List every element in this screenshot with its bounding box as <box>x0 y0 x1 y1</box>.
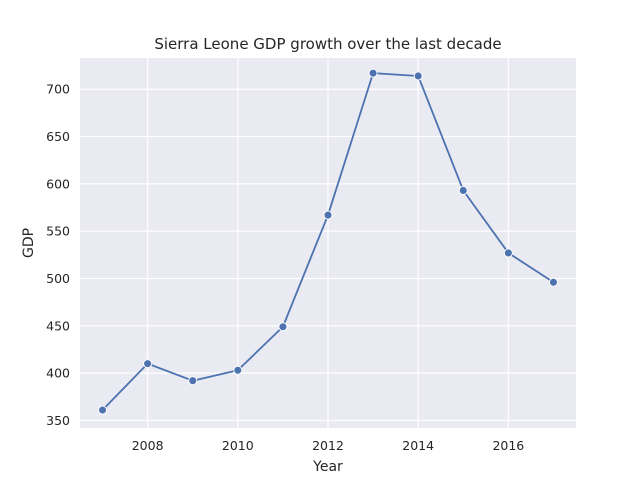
y-tick-label: 500 <box>46 271 70 286</box>
data-point <box>549 277 558 287</box>
data-point <box>323 210 333 220</box>
y-axis-label: GDP <box>21 228 37 258</box>
x-tick-label: 2008 <box>132 438 164 453</box>
data-point <box>233 365 243 375</box>
y-tick-label: 600 <box>46 176 70 191</box>
y-tick-label: 700 <box>46 82 70 97</box>
x-tick-label: 2012 <box>312 438 344 453</box>
y-tick-label: 450 <box>46 318 70 333</box>
data-point <box>188 376 198 386</box>
data-point <box>143 359 153 369</box>
x-tick-label: 2014 <box>402 438 434 453</box>
x-axis-label: Year <box>312 459 343 475</box>
series-layer <box>98 68 558 415</box>
data-point <box>278 322 288 332</box>
data-point <box>368 68 378 78</box>
data-point <box>413 71 423 81</box>
tick-labels: 350 400 450 500 550 600 650 700 2008 2010 2012 2014… <box>46 82 524 453</box>
data-point <box>98 405 107 415</box>
y-tick-label: 400 <box>46 366 70 381</box>
y-tick-label: 550 <box>46 224 70 239</box>
x-tick-label: 2010 <box>222 438 254 453</box>
y-tick-label: 650 <box>46 129 70 144</box>
data-point <box>458 186 468 195</box>
chart-title: Sierra Leone GDP growth over the last de… <box>154 35 501 53</box>
x-tick-label: 2016 <box>492 438 524 453</box>
y-tick-label: 350 <box>46 413 70 428</box>
data-point <box>503 248 513 258</box>
